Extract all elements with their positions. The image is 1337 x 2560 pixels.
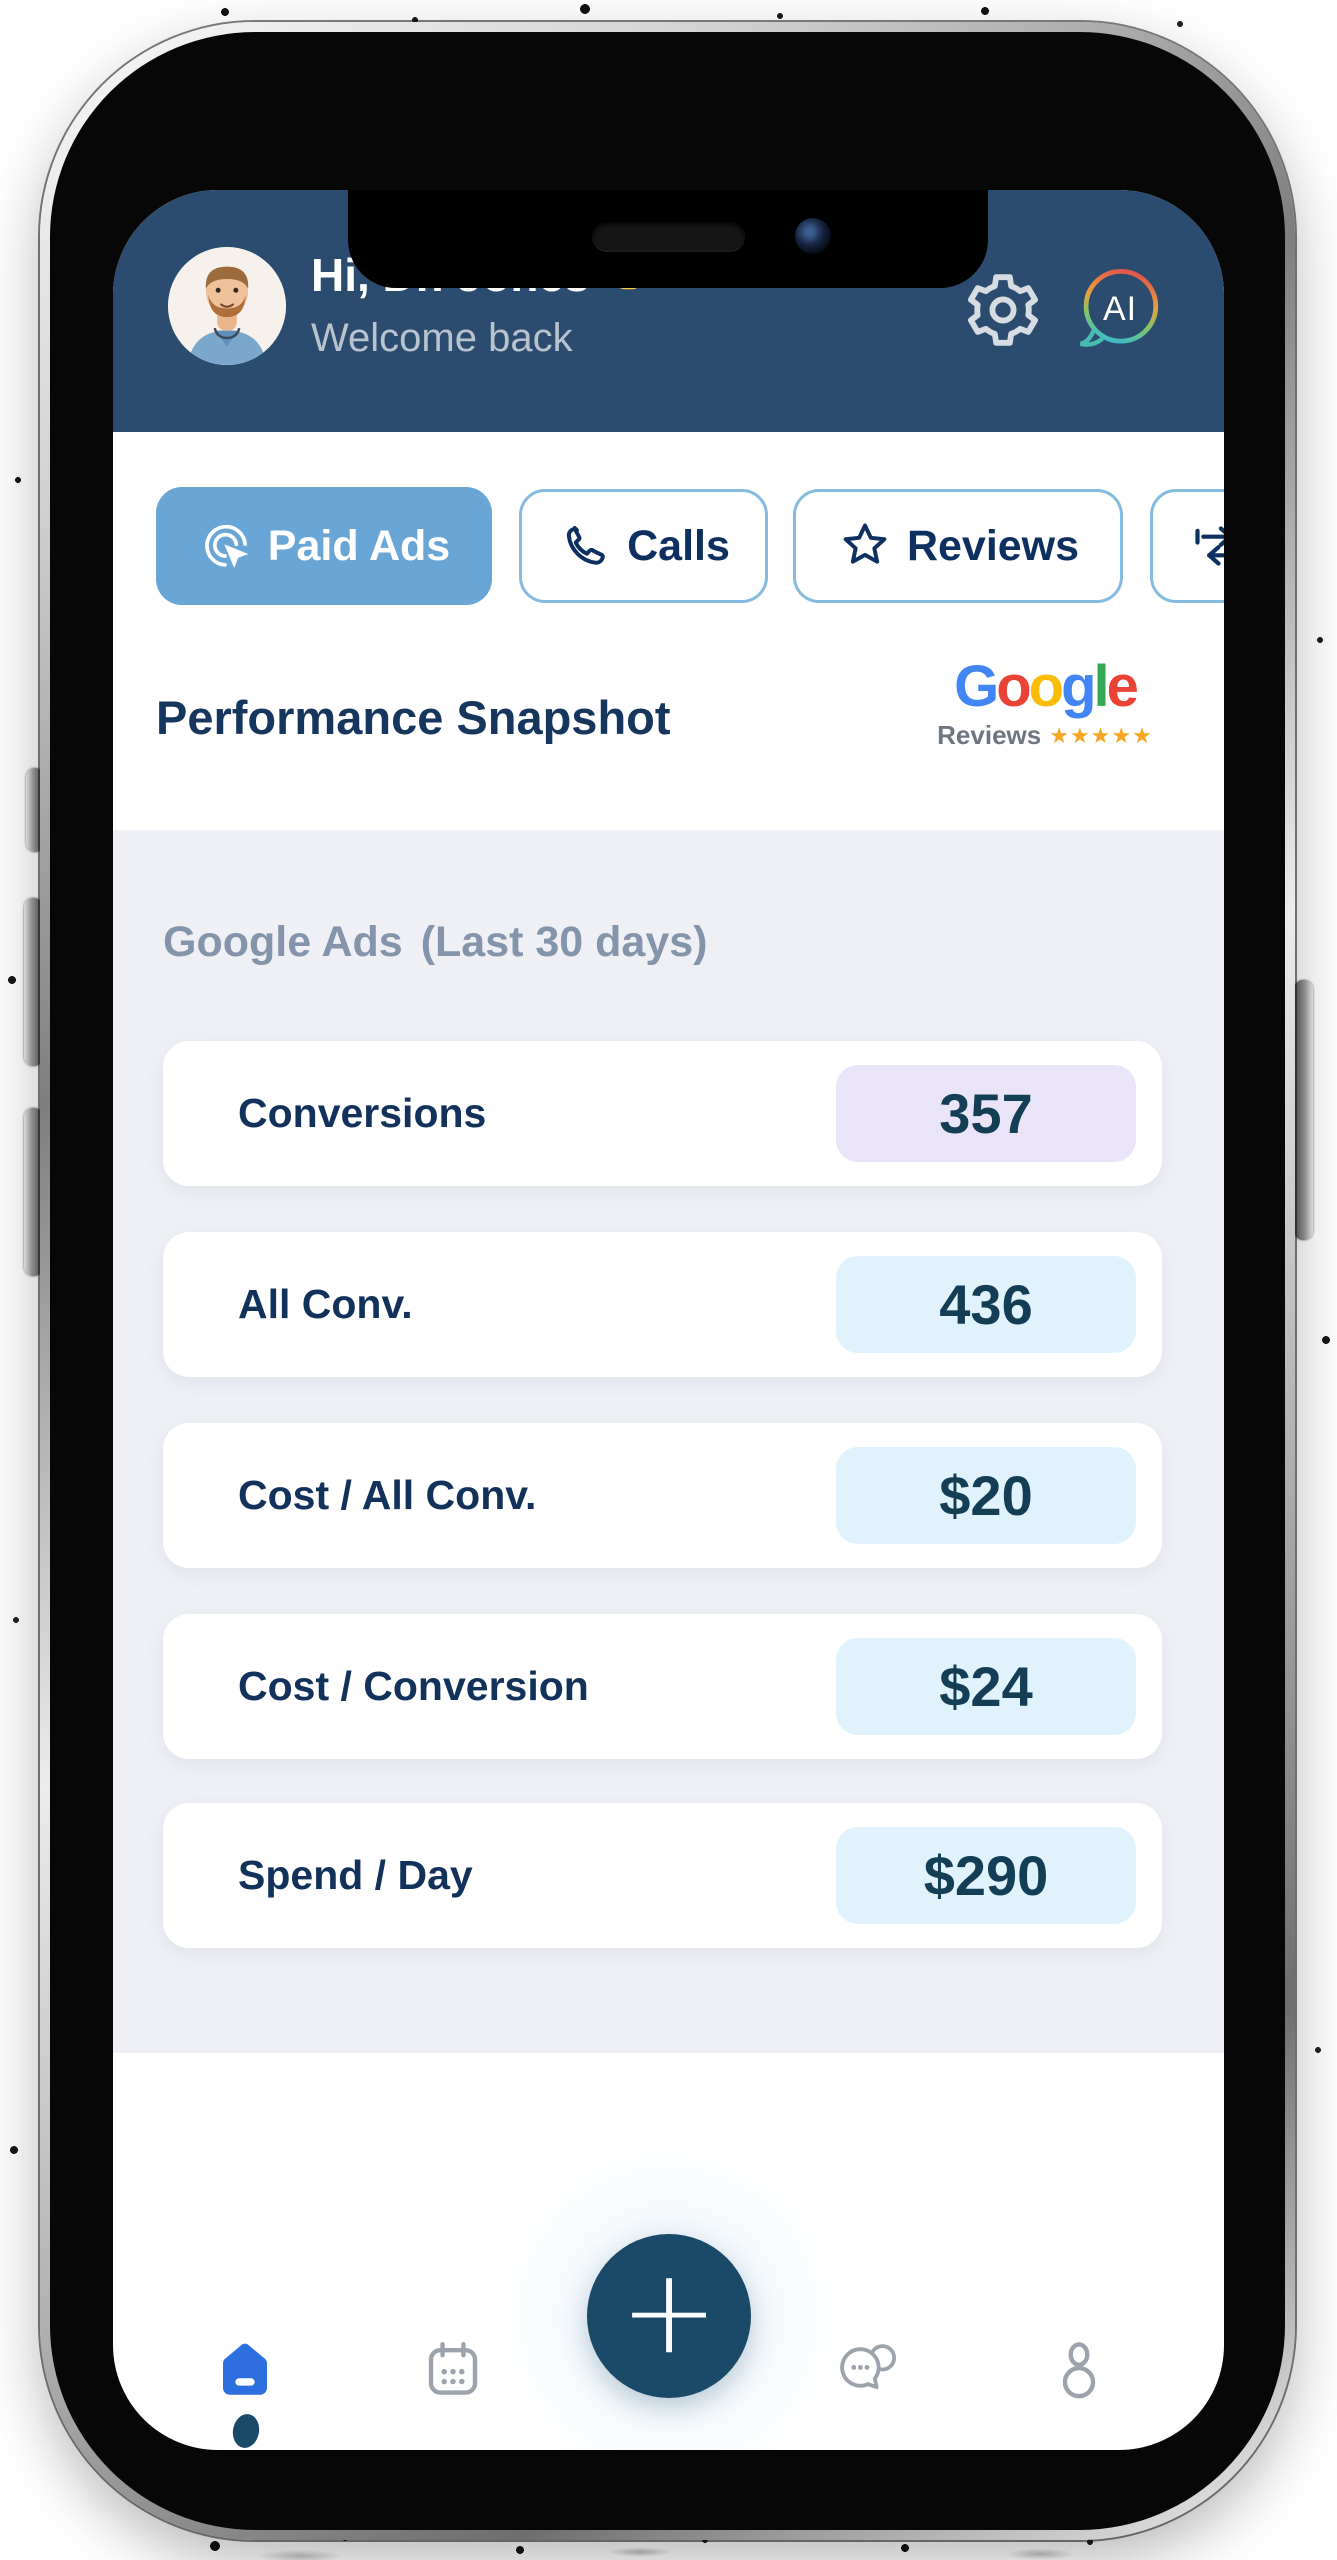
metric-label: All Conv. [238,1281,413,1327]
phone-icon [567,526,605,565]
five-stars-icon: ★★★★★ [1049,722,1153,748]
google-letter: l [1093,654,1110,719]
google-letter: o [1028,654,1064,719]
metric-card-all-conv: All Conv. 436 [163,1232,1162,1377]
google-reviews-logo: Google Reviews ★★★★★ [937,658,1153,751]
tab-label: Paid Ads [267,521,451,570]
front-camera [795,218,831,254]
metric-card-spend-day: Spend / Day $290 [163,1803,1162,1948]
google-letter: G [954,654,999,719]
google-wordmark: Google [940,658,1150,716]
transfer-arrows-icon [1195,526,1224,566]
power-button [1294,980,1313,1240]
plus-icon: + [619,2242,719,2380]
metric-label: Cost / Conversion [238,1663,589,1709]
nav-item-messages[interactable] [835,2337,901,2403]
metric-label: Cost / All Conv. [238,1472,537,1518]
metric-card-conversions: Conversions 357 [163,1041,1162,1186]
metric-value-badge: 357 [836,1065,1136,1162]
subheading-period: (Last 30 days) [420,918,708,966]
metric-card-cost-all-conv: Cost / All Conv. $20 [163,1423,1162,1568]
metrics-section: Google Ads (Last 30 days) Conversions 357… [113,830,1224,2053]
metric-value-badge: $20 [836,1447,1136,1544]
google-reviews-caption: Reviews [937,720,1042,750]
metric-label: Spend / Day [238,1852,473,1898]
tab-referrals-partial[interactable] [1150,489,1224,603]
metric-value-badge: $24 [836,1638,1136,1735]
home-icon [223,2343,267,2395]
subheading-source: Google Ads [163,918,403,966]
metric-value-badge: 436 [836,1256,1136,1353]
tab-label: Reviews [906,521,1080,570]
tab-paid-ads[interactable]: Paid Ads [156,487,492,605]
google-letter: g [1061,654,1096,719]
add-button[interactable]: + [587,2234,751,2398]
calendar-icon [428,2341,478,2395]
earpiece-speaker [592,222,745,252]
doctor-avatar-illustration [168,247,286,365]
mute-switch [26,768,44,852]
phone-frame: Hi, Dr. Jones [40,22,1295,2540]
page-title: Performance Snapshot [156,691,671,744]
metric-value-badge: $290 [836,1827,1136,1924]
star-icon [843,523,887,564]
google-letter: o [996,654,1031,719]
volume-up-button [24,898,43,1066]
chat-bubbles-icon [840,2344,897,2390]
person-icon [1062,2342,1096,2399]
gear-icon [967,274,1039,346]
metrics-subheading: Google Ads (Last 30 days) [163,918,708,967]
metric-card-cost-conversion: Cost / Conversion $24 [163,1614,1162,1759]
volume-down-button [24,1108,43,1276]
ai-assistant-button[interactable]: AI [1076,265,1164,353]
metric-label: Conversions [238,1090,487,1136]
google-letter: e [1106,654,1139,719]
ai-badge-label: AI [1102,290,1138,328]
nav-item-home[interactable] [212,2337,278,2403]
phone-notch [348,190,988,288]
phone-bezel: Hi, Dr. Jones [50,32,1285,2530]
ai-bubble-icon [1079,269,1159,347]
nav-item-calendar[interactable] [420,2337,486,2403]
active-nav-indicator [230,2412,262,2450]
phone-screen: Hi, Dr. Jones [113,190,1224,2450]
tab-calls[interactable]: Calls [519,489,768,603]
settings-button[interactable] [962,269,1044,351]
nav-item-profile[interactable] [1046,2337,1112,2403]
avatar[interactable] [168,247,286,365]
welcome-subtitle: Welcome back [311,316,573,360]
tab-label: Calls [627,521,730,570]
ad-click-target-icon [204,524,249,569]
tab-reviews[interactable]: Reviews [793,489,1123,603]
